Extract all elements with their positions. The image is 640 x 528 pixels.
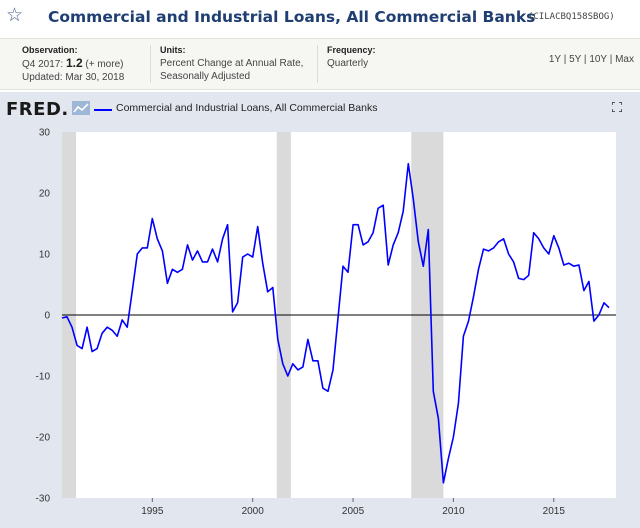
- updated-date: Updated: Mar 30, 2018: [22, 72, 125, 83]
- y-tick-label: -20: [36, 433, 51, 444]
- x-tick-label: 1995: [141, 506, 164, 517]
- observation-label: Observation:: [22, 45, 78, 55]
- x-tick-label: 2005: [342, 506, 365, 517]
- legend-label: Commercial and Industrial Loans, All Com…: [116, 102, 378, 114]
- chart-area: 30 20 10 0 -10 -20 -30 1995 2000 2005 2010 2015 FR…: [0, 92, 640, 528]
- frequency-value: Quarterly: [327, 58, 369, 69]
- y-axis: 30 20 10 0 -10 -20 -30: [36, 128, 51, 505]
- expand-icon[interactable]: [612, 102, 622, 112]
- units-line-2: Seasonally Adjusted: [160, 71, 251, 82]
- title-row: ☆ Commercial and Industrial Loans, All C…: [0, 0, 640, 36]
- y-tick-label: 20: [39, 189, 51, 200]
- fred-chart-icon: [72, 101, 90, 115]
- x-tick-label: 2000: [242, 506, 265, 517]
- star-icon[interactable]: ☆: [6, 5, 24, 26]
- y-tick-label: 0: [44, 311, 50, 322]
- observation-more-link[interactable]: (+ more): [85, 59, 124, 70]
- frequency-label: Frequency:: [327, 45, 376, 55]
- legend-swatch: [94, 109, 112, 111]
- range-1y[interactable]: 1Y: [548, 54, 561, 65]
- y-tick-label: 10: [39, 250, 51, 261]
- series-line: [61, 162, 610, 484]
- y-tick-label: -30: [36, 494, 51, 505]
- observation-block: Observation: Q4 2017: 1.2 (+ more) Updat…: [22, 44, 124, 84]
- units-line-1: Percent Change at Annual Rate,: [160, 58, 304, 69]
- range-5y[interactable]: 5Y: [569, 54, 582, 65]
- units-block: Units: Percent Change at Annual Rate, Se…: [160, 44, 303, 83]
- metadata-bar: Observation: Q4 2017: 1.2 (+ more) Updat…: [0, 38, 640, 90]
- y-tick-label: -10: [36, 372, 51, 383]
- range-10y[interactable]: 10Y: [589, 54, 607, 65]
- page-title: Commercial and Industrial Loans, All Com…: [48, 8, 536, 26]
- meta-divider: [317, 45, 318, 83]
- observation-value: 1.2: [65, 56, 83, 70]
- range-max[interactable]: Max: [615, 54, 634, 65]
- fred-logo: FRED.: [6, 99, 69, 120]
- x-tick-label: 2015: [543, 506, 566, 517]
- frequency-block: Frequency: Quarterly: [327, 44, 376, 70]
- units-label: Units:: [160, 45, 186, 55]
- series-id: (CILACBQ158SBOG): [528, 12, 615, 22]
- range-selector: 1Y | 5Y | 10Y | Max: [548, 54, 634, 65]
- observation-period: Q4 2017:: [22, 59, 64, 70]
- x-tick-label: 2010: [442, 506, 465, 517]
- x-axis: 1995 2000 2005 2010 2015: [141, 498, 565, 517]
- y-tick-label: 30: [39, 128, 51, 139]
- fred-logo-text: FRED: [6, 99, 62, 120]
- series-layer: [61, 162, 610, 484]
- meta-divider: [150, 45, 151, 83]
